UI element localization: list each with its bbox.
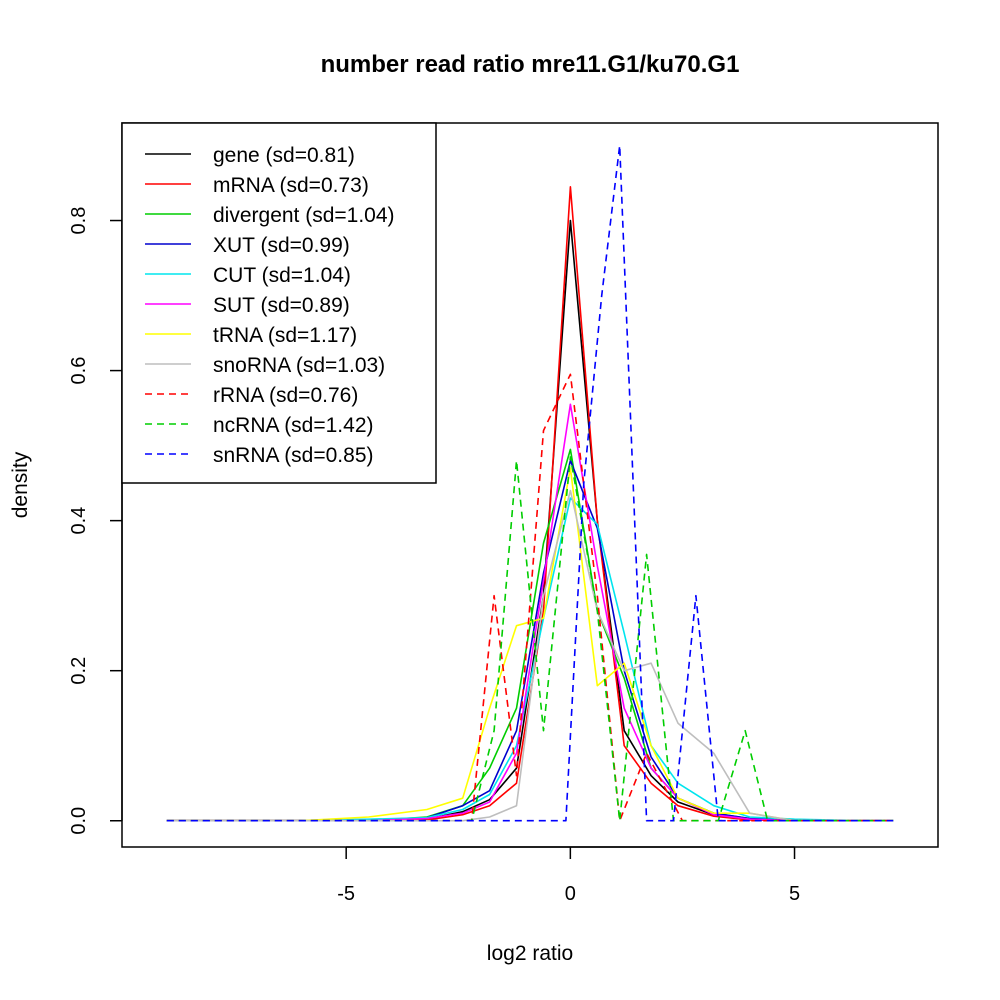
legend-label-rrna: rRNA (sd=0.76)	[213, 384, 358, 407]
x-tick-label: 0	[565, 883, 576, 905]
y-tick-label: 0.0	[68, 807, 90, 835]
y-tick-label: 0.6	[68, 357, 90, 385]
legend-label-mrna: mRNA (sd=0.73)	[213, 174, 369, 197]
y-tick-label: 0.2	[68, 657, 90, 685]
x-tick-label: 5	[789, 883, 800, 905]
legend-label-snorna: snoRNA (sd=1.03)	[213, 354, 385, 377]
legend-label-sut: SUT (sd=0.89)	[213, 294, 350, 317]
legend-label-trna: tRNA (sd=1.17)	[213, 324, 357, 347]
series-line-snorna	[166, 489, 894, 822]
x-axis-label: log2 ratio	[487, 942, 573, 965]
legend-label-divergent: divergent (sd=1.04)	[213, 204, 395, 227]
series-line-snrna	[166, 144, 894, 822]
y-axis-label: density	[9, 451, 32, 518]
legend-label-snrna: snRNA (sd=0.85)	[213, 444, 374, 467]
chart-title: number read ratio mre11.G1/ku70.G1	[321, 51, 740, 78]
legend-label-xut: XUT (sd=0.99)	[213, 234, 350, 257]
legend-box	[121, 122, 437, 484]
series-line-cut	[166, 497, 894, 822]
y-tick-label: 0.8	[68, 207, 90, 235]
legend-label-ncrna: ncRNA (sd=1.42)	[213, 414, 374, 437]
x-axis: -5 0 5	[337, 846, 800, 905]
legend-label-gene: gene (sd=0.81)	[213, 144, 355, 167]
x-tick-label: -5	[337, 883, 355, 905]
legend: gene (sd=0.81) mRNA (sd=0.73) divergent (s…	[121, 122, 437, 484]
series-line-ncrna	[166, 456, 894, 822]
series-layer	[166, 144, 894, 822]
legend-label-cut: CUT (sd=1.04)	[213, 264, 351, 287]
y-tick-label: 0.4	[68, 507, 90, 535]
